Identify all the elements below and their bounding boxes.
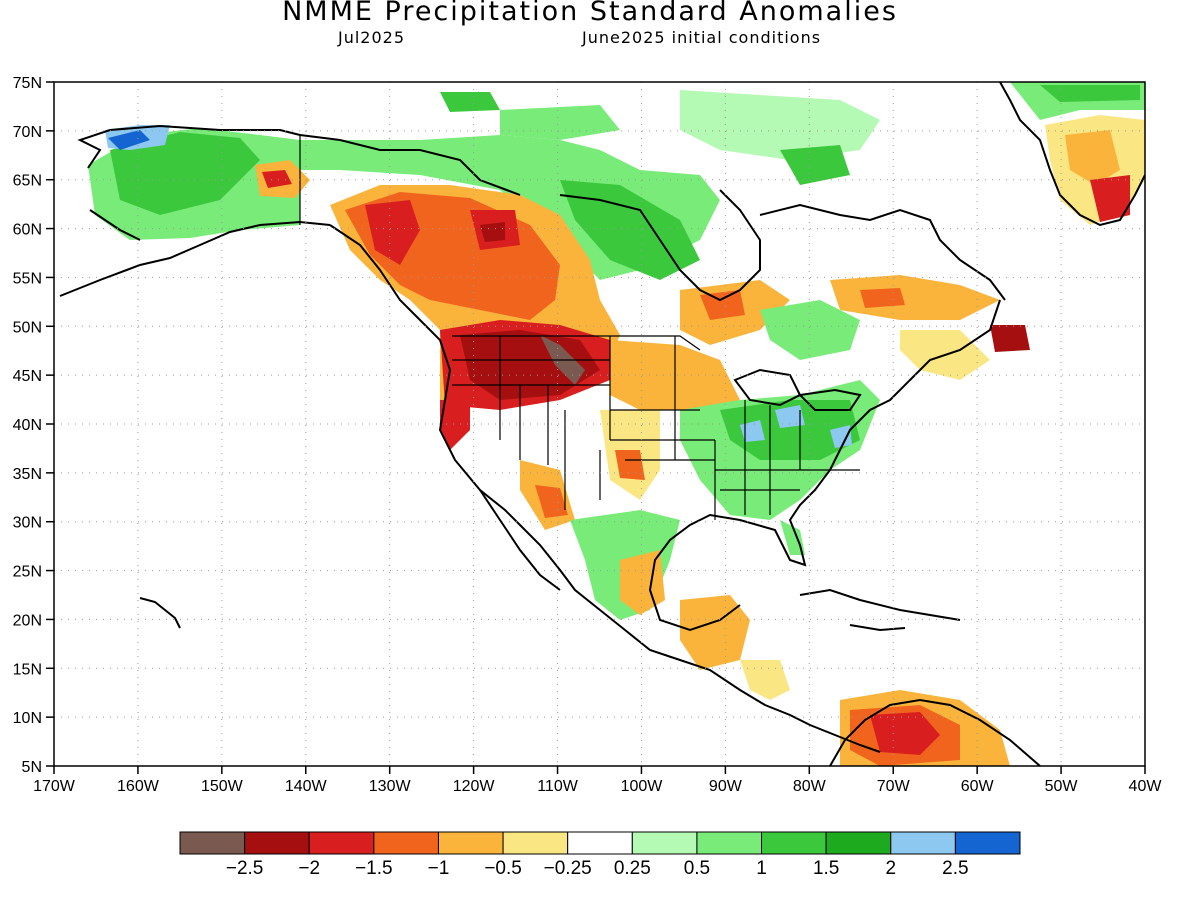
map-title: NMME Precipitation Standard Anomalies [282,0,898,27]
longitude-label: 170W [33,778,76,795]
latitude-label: 65N [13,173,42,190]
colorbar-swatch [179,831,246,855]
longitude-label: 80W [793,778,827,795]
latitude-label: 35N [13,466,42,483]
latitude-label: 15N [13,661,42,678]
longitude-label: 160W [117,778,160,795]
coastlines [59,82,1145,766]
colorbar-label: 2 [885,858,896,879]
colorbar: −2.5 −2 −1.5 −1 −0.5 −0.25 0.25 0.5 1 1.5 2 2.5 [179,831,1021,879]
latitude-label: 30N [13,515,42,532]
longitude-label: 50W [1045,778,1079,795]
longitude-label: 110W [537,778,579,795]
longitude-label: 120W [453,778,496,795]
colorbar-label: 1 [756,858,767,879]
colorbar-swatch [890,831,956,855]
latitude-label: 25N [13,564,42,581]
colorbar-swatch [631,831,698,855]
colorbar-swatch [244,831,310,855]
colorbar-swatch [437,831,504,855]
colorbar-label: 0.5 [684,858,710,879]
latitude-label: 75N [13,75,42,92]
subtitle-initial-conditions: June2025 initial conditions [582,28,822,47]
longitude-label: 70W [877,778,911,795]
longitude-label: 130W [369,778,412,795]
colorbar-label: 2.5 [942,858,968,879]
colorbar-label: −2 [298,858,320,879]
colorbar-swatch [308,831,375,855]
latitude-label: 45N [13,368,42,385]
colorbar-label: −0.25 [544,858,592,879]
latitude-label: 40N [13,417,42,434]
colorbar-label: −1.5 [355,858,393,879]
longitude-label: 40W [1129,778,1163,795]
longitude-label: 100W [621,778,664,795]
anomaly-shading [88,82,1145,766]
colorbar-swatch [696,831,763,855]
colorbar-label: 1.5 [813,858,839,879]
colorbar-label: −2.5 [226,858,264,879]
colorbar-label: −1 [428,858,450,879]
latitude-label: 70N [13,124,42,141]
colorbar-swatch [502,831,569,855]
latitude-label: 5N [22,759,42,776]
colorbar-swatch [954,831,1021,855]
latitude-label: 55N [13,270,42,287]
colorbar-swatch [761,831,827,855]
colorbar-swatch [825,831,892,855]
colorbar-swatch [373,831,439,855]
longitude-label: 90W [709,778,743,795]
latitude-label: 10N [13,710,42,727]
longitude-label: 140W [285,778,328,795]
longitude-label: 60W [961,778,995,795]
colorbar-label: 0.25 [614,858,651,879]
subtitle-month: Jul2025 [338,28,406,47]
axis-labels: 75N 70N 65N 60N 55N 50N 45N 40N 35N 30N 25N 20N 15N 1… [13,75,1163,795]
longitude-label: 150W [201,778,244,795]
latitude-label: 50N [13,319,42,336]
colorbar-swatch [567,831,633,855]
political-boundaries [299,135,860,520]
latitude-label: 60N [13,222,42,239]
latitude-label: 20N [13,612,42,629]
colorbar-label: −0.5 [484,858,522,879]
